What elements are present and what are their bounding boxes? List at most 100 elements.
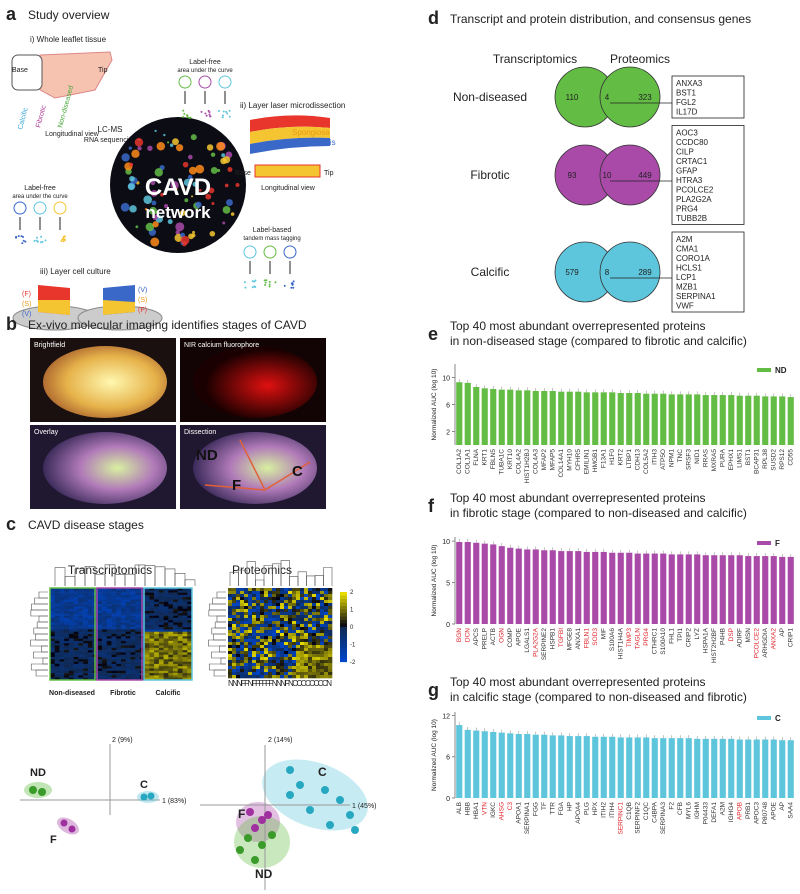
bar	[728, 738, 735, 798]
heat-cell	[324, 645, 329, 649]
heat-cell	[125, 670, 131, 674]
heat-cell	[182, 668, 188, 672]
heat-cell	[125, 631, 131, 635]
bar	[787, 740, 794, 798]
heat-cell	[308, 606, 313, 610]
sample	[243, 245, 257, 259]
heat-cell	[280, 675, 285, 679]
heat-cell	[64, 659, 70, 662]
bar	[660, 393, 667, 445]
heat-cell	[144, 592, 150, 596]
heat-cell	[187, 673, 193, 676]
dendrogram	[64, 576, 76, 586]
bar	[711, 395, 718, 445]
heat-cell	[182, 622, 188, 626]
heat-cell	[324, 633, 329, 637]
heat-cell	[102, 590, 108, 593]
heat-cell	[158, 634, 164, 637]
heat-cell	[73, 652, 79, 655]
dot	[129, 175, 135, 182]
x-tick-label: COL1A1	[464, 449, 471, 474]
heat-cell	[83, 650, 89, 653]
heat-cell	[168, 592, 174, 596]
heat-cell	[260, 660, 265, 664]
heat-cell	[168, 631, 174, 635]
x-tick-label: ANXA1	[575, 628, 582, 650]
bar	[651, 393, 658, 445]
axis-label: 2 (14%)	[268, 737, 293, 744]
heat-cell	[284, 609, 289, 613]
dot	[222, 205, 231, 214]
heat-cell	[106, 599, 112, 603]
dot	[166, 141, 170, 144]
x-tick-label: HP	[566, 802, 573, 811]
heat-cell	[135, 666, 141, 669]
heat-cell	[149, 638, 155, 642]
heat-cell	[78, 636, 84, 639]
heat-cell	[244, 627, 249, 631]
heat-cell	[154, 675, 160, 678]
heat-cell	[304, 663, 309, 667]
x-tick-label: COL4A3	[532, 449, 539, 474]
heat-cell	[163, 668, 169, 672]
heat-cell	[106, 654, 112, 658]
heat-cell	[68, 588, 74, 591]
heat-cell	[248, 636, 253, 640]
heat-cell	[276, 603, 281, 607]
heat-cell	[292, 615, 297, 619]
heat-cell	[73, 624, 79, 628]
heat-cell	[111, 677, 117, 681]
legend-swatch	[757, 716, 771, 720]
heat-cell	[320, 621, 325, 625]
heat-cell	[168, 615, 174, 619]
dendrogram	[38, 591, 48, 599]
heat-cell	[116, 627, 122, 630]
heat-cell	[240, 600, 245, 604]
layer	[250, 126, 330, 144]
heat-cell	[268, 621, 273, 625]
venn-count: 4	[605, 93, 610, 102]
dot	[210, 152, 216, 157]
heat-cell	[149, 657, 155, 660]
bar	[677, 394, 684, 445]
heat-cell	[276, 672, 281, 676]
bar	[762, 739, 769, 798]
heat-cell	[272, 612, 277, 616]
heat-cell	[264, 612, 269, 616]
heat-cell	[228, 597, 233, 601]
heat-cell	[252, 672, 257, 676]
heat-cell	[102, 647, 108, 651]
heat-cell	[125, 622, 131, 626]
colorbar-cell	[340, 627, 347, 631]
heat-cell	[149, 611, 155, 614]
dot	[268, 283, 271, 286]
heat-cell	[102, 657, 108, 660]
heat-cell	[111, 622, 117, 626]
heat-cell	[158, 588, 164, 591]
heat-cell	[300, 618, 305, 622]
heat-cell	[59, 592, 65, 596]
heat-cell	[154, 590, 160, 593]
heat-cell	[130, 659, 136, 662]
heat-cell	[135, 668, 141, 672]
heat-cell	[308, 588, 313, 592]
heat-cell	[304, 651, 309, 655]
heat-cell	[50, 638, 56, 642]
heat-cell	[116, 640, 122, 644]
heat-cell	[264, 627, 269, 631]
bar	[779, 556, 786, 624]
heat-cell	[228, 627, 233, 631]
heat-cell	[102, 601, 108, 605]
heat-cell	[324, 654, 329, 658]
heat-cell	[236, 666, 241, 670]
dendrogram	[306, 575, 316, 586]
heat-cell	[83, 613, 89, 616]
heat-cell	[87, 611, 93, 614]
heat-cell	[182, 597, 188, 600]
heat-cell	[54, 675, 60, 678]
heat-cell	[308, 648, 313, 652]
dendrogram	[38, 615, 48, 623]
heat-cell	[102, 617, 108, 621]
heat-cell	[121, 647, 127, 651]
heat-cell	[288, 639, 293, 643]
